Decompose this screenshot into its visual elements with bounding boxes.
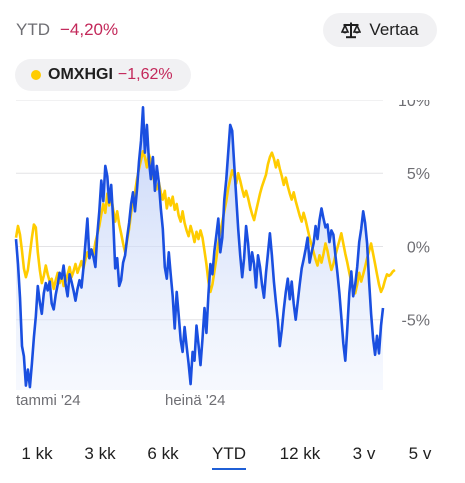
price-chart: 10% 5% 0% -5% tammi '24 heinä '24 bbox=[14, 100, 430, 409]
x-tick-label: tammi '24 bbox=[16, 392, 81, 409]
x-axis-labels: tammi '24 heinä '24 bbox=[16, 392, 225, 409]
y-tick-label: 5% bbox=[407, 166, 430, 183]
period-summary: YTD −4,20% bbox=[16, 20, 118, 40]
y-tick-label: -5% bbox=[402, 313, 430, 330]
chart-lines bbox=[14, 106, 396, 389]
benchmark-chip[interactable]: OMXHGI −1,62% bbox=[15, 59, 191, 91]
tab-1-kk[interactable]: 1 kk bbox=[21, 444, 53, 463]
compare-button[interactable]: Vertaa bbox=[323, 13, 437, 47]
x-tick-label: heinä '24 bbox=[165, 392, 225, 409]
fund-series-line bbox=[14, 106, 385, 389]
tab-ytd[interactable]: YTD bbox=[212, 444, 246, 470]
series-area-fill bbox=[16, 107, 383, 391]
chart-area-layer bbox=[16, 107, 383, 391]
period-tabs: 1 kk 3 kk 6 kk YTD 12 kk 3 v 5 v bbox=[0, 444, 465, 474]
period-change: −4,20% bbox=[60, 20, 119, 39]
tab-6-kk[interactable]: 6 kk bbox=[147, 444, 179, 463]
scale-icon bbox=[341, 21, 362, 39]
benchmark-change: −1,62% bbox=[117, 66, 173, 83]
benchmark-color-dot bbox=[31, 70, 41, 80]
compare-label: Vertaa bbox=[369, 20, 419, 39]
y-axis-labels: 10% 5% 0% -5% bbox=[398, 100, 430, 330]
tab-3-v[interactable]: 3 v bbox=[352, 444, 376, 463]
y-tick-label: 0% bbox=[407, 239, 430, 256]
period-label: YTD bbox=[16, 20, 50, 39]
tab-3-kk[interactable]: 3 kk bbox=[84, 444, 116, 463]
benchmark-name: OMXHGI bbox=[48, 66, 113, 83]
benchmark-series-line bbox=[14, 150, 396, 295]
tab-12-kk[interactable]: 12 kk bbox=[279, 444, 321, 463]
y-tick-label: 10% bbox=[398, 100, 430, 110]
tab-5-v[interactable]: 5 v bbox=[408, 444, 432, 463]
